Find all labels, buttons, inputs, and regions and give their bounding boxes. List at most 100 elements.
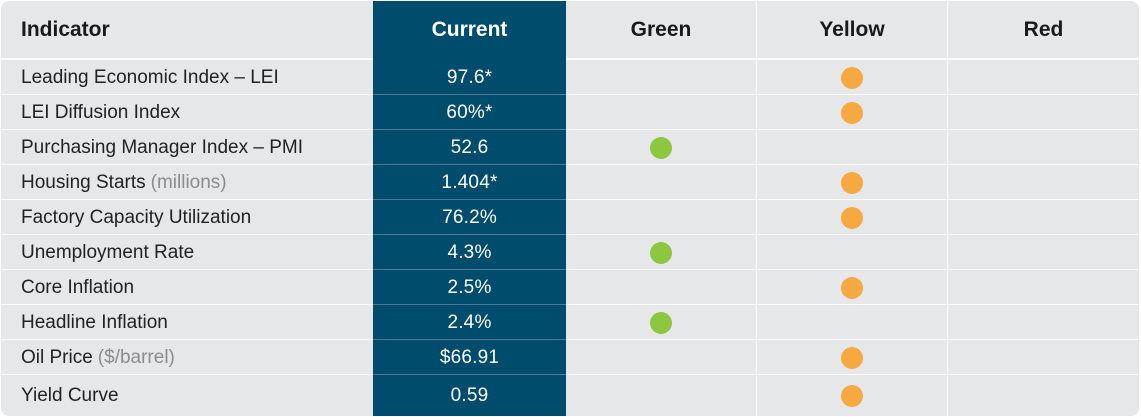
yellow-status-cell [756, 60, 947, 95]
indicator-cell: Core Inflation [1, 270, 373, 305]
green-status-cell [566, 270, 756, 305]
row-divider-current [373, 199, 566, 200]
red-status-cell [947, 340, 1139, 375]
yellow-status-cell [756, 305, 947, 340]
current-value-cell: 1.404* [373, 165, 566, 200]
indicator-cell: LEI Diffusion Index [1, 95, 373, 130]
indicator-cell: Housing Starts (millions) [1, 165, 373, 200]
indicator-label: Leading Economic Index – LEI [21, 66, 279, 88]
green-status-dot [650, 136, 672, 159]
row-divider-current [373, 234, 566, 235]
indicator-label: Core Inflation [21, 276, 135, 298]
indicator-label: Unemployment Rate [21, 241, 195, 263]
green-status-cell [566, 130, 756, 165]
row-divider-current [373, 339, 566, 340]
current-value-cell: 2.5% [373, 270, 566, 305]
yellow-status-dot [841, 206, 863, 229]
header-red: Red [947, 1, 1139, 59]
indicator-label: Housing Starts [21, 171, 146, 193]
indicator-cell: Leading Economic Index – LEI [1, 60, 373, 95]
row-divider-current [373, 374, 566, 375]
current-value-cell: 0.59 [373, 375, 566, 416]
current-value-cell: 97.6* [373, 60, 566, 95]
green-status-dot [650, 311, 672, 334]
current-value: 2.4% [447, 311, 492, 333]
current-value: $66.91 [439, 346, 500, 368]
indicator-cell: Yield Curve [1, 375, 373, 416]
yellow-status-dot [841, 384, 863, 407]
row-divider [1, 94, 1139, 95]
red-status-cell [947, 375, 1139, 416]
green-status-cell [566, 200, 756, 235]
indicator-label: LEI Diffusion Index [21, 101, 181, 123]
indicator-cell: Headline Inflation [1, 305, 373, 340]
red-status-cell [947, 200, 1139, 235]
row-divider [1, 164, 1139, 165]
yellow-status-dot [841, 66, 863, 89]
red-status-cell [947, 130, 1139, 165]
indicator-label: Purchasing Manager Index – PMI [21, 136, 303, 158]
red-status-cell [947, 95, 1139, 130]
current-value: 1.404* [441, 171, 498, 193]
current-value-cell: 76.2% [373, 200, 566, 235]
yellow-status-dot [841, 276, 863, 299]
indicator-label: Yield Curve [21, 384, 119, 406]
yellow-status-cell [756, 270, 947, 305]
red-status-cell [947, 305, 1139, 340]
header-yellow: Yellow [756, 1, 947, 59]
row-divider-current [373, 94, 566, 95]
row-divider [1, 129, 1139, 130]
current-value: 60%* [446, 101, 493, 123]
row-divider [1, 374, 1139, 375]
green-status-cell [566, 375, 756, 416]
indicator-cell: Purchasing Manager Index – PMI [1, 130, 373, 165]
header-indicator: Indicator [21, 18, 110, 41]
row-divider [1, 269, 1139, 270]
yellow-status-cell [756, 130, 947, 165]
red-status-cell [947, 235, 1139, 270]
yellow-status-cell [756, 200, 947, 235]
current-value: 4.3% [447, 241, 492, 263]
current-value: 97.6* [446, 66, 493, 88]
green-status-cell [566, 235, 756, 270]
yellow-status-cell [756, 375, 947, 416]
yellow-status-cell [756, 340, 947, 375]
yellow-status-cell [756, 165, 947, 200]
yellow-status-cell [756, 235, 947, 270]
row-divider [1, 339, 1139, 340]
green-status-cell [566, 305, 756, 340]
yellow-status-dot [841, 171, 863, 194]
current-value-cell: 52.6 [373, 130, 566, 165]
indicator-cell: Oil Price ($/barrel) [1, 340, 373, 375]
current-value-cell: 2.4% [373, 305, 566, 340]
current-value: 0.59 [450, 384, 489, 406]
indicator-label: Headline Inflation [21, 311, 168, 333]
current-value-cell: 60%* [373, 95, 566, 130]
indicator-cell: Unemployment Rate [1, 235, 373, 270]
indicator-cell: Factory Capacity Utilization [1, 200, 373, 235]
green-status-cell [566, 60, 756, 95]
indicator-unit: (millions) [150, 171, 227, 193]
current-value-cell: $66.91 [373, 340, 566, 375]
green-status-cell [566, 340, 756, 375]
row-divider-current [373, 304, 566, 305]
current-value: 76.2% [442, 206, 497, 228]
indicator-label: Oil Price [21, 346, 93, 368]
yellow-status-dot [841, 101, 863, 124]
row-divider [1, 304, 1139, 305]
indicator-unit: ($/barrel) [97, 346, 175, 368]
header-divider-current [373, 58, 566, 60]
red-status-cell [947, 270, 1139, 305]
header-green: Green [630, 18, 692, 41]
row-divider-current [373, 269, 566, 270]
header-current: Current [373, 1, 566, 59]
current-value-cell: 4.3% [373, 235, 566, 270]
row-divider-current [373, 129, 566, 130]
yellow-status-dot [841, 346, 863, 369]
red-status-cell [947, 60, 1139, 95]
header-divider [1, 58, 1139, 60]
red-status-cell [947, 165, 1139, 200]
row-divider [1, 234, 1139, 235]
green-status-cell [566, 95, 756, 130]
